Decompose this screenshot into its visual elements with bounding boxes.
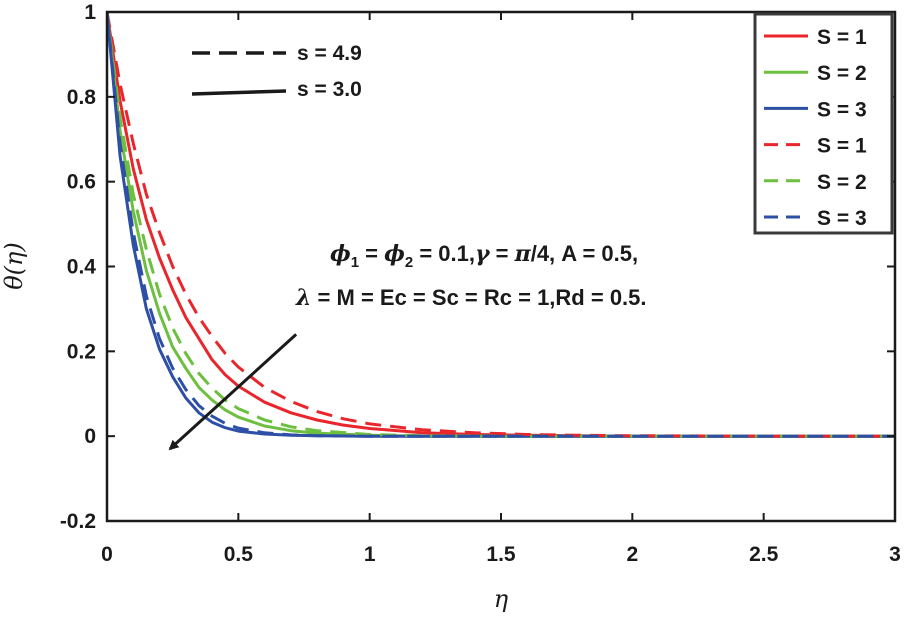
line-2-rest: = M = Ec = Sc = Rc = 1,Rd = 0.5.	[311, 285, 646, 310]
x-tick-label: 1	[364, 543, 376, 566]
x-tick-label: 2	[626, 543, 638, 566]
lambda-symbol: λ	[295, 285, 311, 311]
series-layer	[107, 12, 895, 438]
x-tick-label: 0.5	[224, 543, 254, 566]
legend-label-1: S = 2	[817, 62, 867, 85]
y-tick-label: -0.2	[60, 510, 96, 533]
x-tick-label: 2.5	[749, 543, 779, 566]
legend-box	[753, 12, 894, 235]
parameter-annotation: ϕ1 = ϕ2 = 0.1,γ = π/4, A = 0.5, λ = M = …	[295, 241, 647, 311]
y-tick-label: 0.8	[67, 86, 97, 109]
phi-symbol-2: ϕ	[384, 241, 405, 267]
pi-symbol: π	[514, 241, 532, 267]
trend-arrow	[168, 333, 298, 451]
y-tick-label: 0.4	[67, 256, 97, 279]
series-line-s3-dashed	[107, 12, 895, 438]
phi-symbol: ϕ	[330, 241, 351, 267]
eq-1: =	[359, 241, 384, 266]
style-key-solid-sample	[191, 89, 287, 96]
gamma-symbol: γ	[475, 241, 491, 267]
eq-2: = 0.1,	[413, 241, 475, 266]
x-tick-label: 1.5	[486, 543, 516, 566]
annotation-line-2: λ = M = Ec = Sc = Rc = 1,Rd = 0.5.	[295, 285, 647, 311]
y-axis-title: θ(η)	[0, 242, 28, 290]
y-tick-label: 0	[84, 425, 96, 448]
legend-label-4: S = 2	[817, 171, 867, 194]
eq-4: /4, A = 0.5,	[531, 241, 638, 266]
style-key-solid-label: s = 3.0	[297, 78, 362, 101]
y-tick-label: 0.6	[67, 171, 96, 194]
phi-sub-1: 1	[351, 254, 359, 271]
y-tick-label: 0.2	[67, 340, 96, 363]
y-tick-label: 1	[84, 1, 96, 24]
legend-label-5: S = 3	[817, 207, 867, 230]
eq-3: =	[490, 241, 515, 266]
legend-label-3: S = 1	[817, 135, 867, 158]
legend: S = 1 S = 2 S = 3 S = 1 S = 2 S = 3	[753, 12, 894, 235]
x-tick-label: 3	[889, 543, 901, 566]
legend-label-2: S = 3	[817, 98, 867, 121]
x-axis-title: η	[494, 585, 509, 613]
legend-label-0: S = 1	[817, 26, 867, 49]
style-key-dashed-label: s = 4.9	[297, 42, 362, 65]
ticks-layer: 0 0.5 1 1.5 2 2.5 3-0.200.20.40.60.81	[60, 1, 901, 566]
x-tick-label: 0	[101, 543, 113, 566]
annotation-line-1: ϕ1 = ϕ2 = 0.1,γ = π/4, A = 0.5,	[330, 241, 638, 271]
phi-sub-2: 2	[405, 254, 413, 271]
series-line-s3-solid	[107, 12, 895, 438]
style-key: s = 4.9 s = 3.0	[191, 42, 362, 101]
